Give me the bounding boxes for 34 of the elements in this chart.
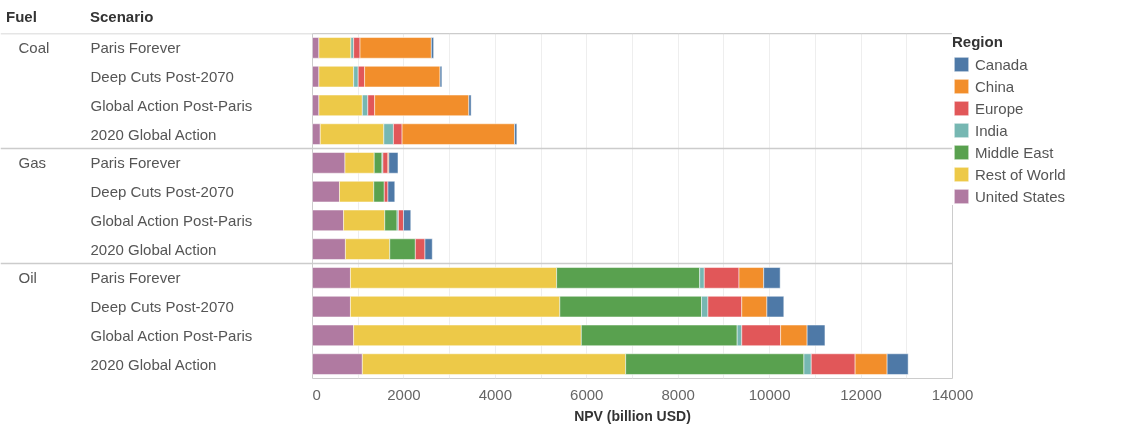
y-tick-label: Deep Cuts Post-2070 [90,183,234,201]
legend-label: Middle East [975,143,1054,161]
legend-label: Europe [975,99,1024,117]
y-tick-label: Paris Forever [90,39,181,57]
x-tick-label: 8000 [661,385,695,403]
x-tick-label: 0 [312,385,321,403]
y-tick-label: 2020 Global Action [90,125,217,143]
legend-label: Rest of World [975,165,1066,183]
text: Coal [18,39,50,57]
legend-label: China [975,77,1015,95]
x-tick-label: 12000 [840,385,882,403]
y-tick-label: Deep Cuts Post-2070 [90,298,234,316]
y-tick-label: Paris Forever [90,269,181,287]
text: Fuel [6,7,37,27]
text: Gas [18,154,47,172]
x-axis-title: NPV (billion USD) [574,407,691,424]
y-tick-label: Deep Cuts Post-2070 [90,68,234,86]
x-tick-label: 10000 [748,385,791,403]
y-tick-label: Global Action Post-Paris [90,326,253,344]
x-tick-label: 2000 [387,385,421,403]
legend-label: Canada [975,55,1028,73]
x-tick-label: 6000 [570,385,604,403]
y-tick-label: 2020 Global Action [90,355,217,373]
y-tick-label: Global Action Post-Paris [90,211,253,229]
y-tick-label: 2020 Global Action [90,240,217,258]
legend-title: Region [952,33,1004,50]
y-tick-label: Global Action Post-Paris [90,96,253,114]
text: Oil [18,269,37,287]
legend-label: United States [975,187,1066,205]
y-tick-label: Paris Forever [90,154,181,172]
x-tick-label: 14000 [931,385,974,403]
text: Scenario [90,7,154,27]
legend-label: India [975,121,1008,139]
x-tick-label: 4000 [478,385,513,403]
